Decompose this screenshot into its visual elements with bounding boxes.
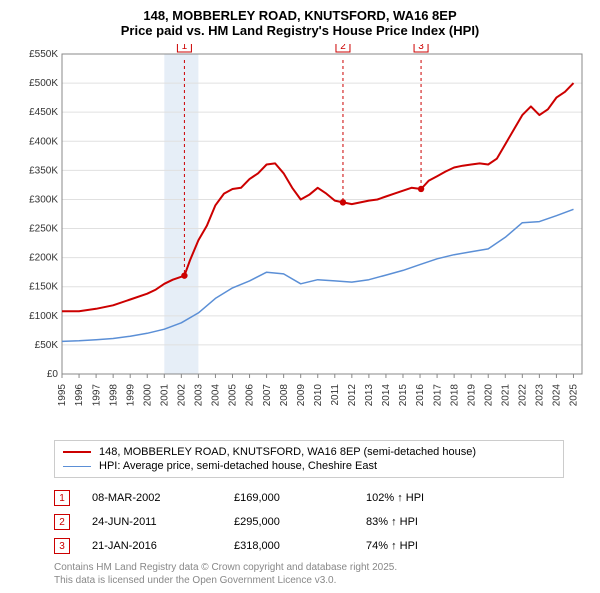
title-subtitle: Price paid vs. HM Land Registry's House … <box>14 23 586 38</box>
svg-text:2008: 2008 <box>279 384 290 407</box>
svg-text:1999: 1999 <box>125 384 136 407</box>
event-price: £318,000 <box>234 540 344 552</box>
svg-text:2022: 2022 <box>518 384 529 407</box>
svg-text:1: 1 <box>182 44 188 52</box>
chart-svg: £0 £50K £100K £150K £200K £250K £300K £350K £400… <box>14 44 586 434</box>
event-price: £295,000 <box>234 516 344 528</box>
svg-text:1998: 1998 <box>108 384 119 407</box>
svg-text:2011: 2011 <box>330 384 341 406</box>
event-badge: 2 <box>54 514 70 530</box>
svg-text:2004: 2004 <box>211 384 222 407</box>
svg-text:2013: 2013 <box>364 384 375 407</box>
event-hpi: 83% ↑ HPI <box>366 516 418 528</box>
svg-text:1997: 1997 <box>91 384 102 407</box>
svg-text:2003: 2003 <box>194 384 205 407</box>
page: 148, MOBBERLEY ROAD, KNUTSFORD, WA16 8EP… <box>0 0 600 593</box>
event-badge: 1 <box>54 490 70 506</box>
event-row: 1 08-MAR-2002 £169,000 102% ↑ HPI <box>54 486 586 510</box>
svg-text:2002: 2002 <box>177 384 188 407</box>
title-address: 148, MOBBERLEY ROAD, KNUTSFORD, WA16 8EP <box>14 8 586 23</box>
footer-note: Contains HM Land Registry data © Crown c… <box>54 562 586 587</box>
legend-row: 148, MOBBERLEY ROAD, KNUTSFORD, WA16 8EP… <box>63 445 555 459</box>
legend-swatch <box>63 451 91 453</box>
svg-text:2021: 2021 <box>500 384 511 407</box>
svg-text:£300K: £300K <box>29 194 58 205</box>
svg-text:2018: 2018 <box>449 384 460 407</box>
svg-text:2000: 2000 <box>142 384 153 407</box>
svg-text:2001: 2001 <box>159 384 170 407</box>
legend-swatch <box>63 466 91 467</box>
event-date: 08-MAR-2002 <box>92 492 212 504</box>
svg-text:1996: 1996 <box>74 384 85 407</box>
events-table: 1 08-MAR-2002 £169,000 102% ↑ HPI 2 24-J… <box>54 486 586 558</box>
svg-text:2006: 2006 <box>245 384 256 407</box>
svg-text:2010: 2010 <box>313 384 324 407</box>
svg-text:2015: 2015 <box>398 384 409 407</box>
svg-text:£250K: £250K <box>29 224 58 235</box>
title-block: 148, MOBBERLEY ROAD, KNUTSFORD, WA16 8EP… <box>14 8 586 38</box>
event-badge: 3 <box>54 538 70 554</box>
svg-text:£350K: £350K <box>29 165 58 176</box>
svg-text:£500K: £500K <box>29 78 58 89</box>
legend-row: HPI: Average price, semi-detached house,… <box>63 459 555 473</box>
svg-text:2007: 2007 <box>262 384 273 407</box>
svg-text:£150K: £150K <box>29 282 58 293</box>
svg-text:£550K: £550K <box>29 49 58 60</box>
svg-text:£0: £0 <box>47 369 59 380</box>
svg-text:£50K: £50K <box>35 340 59 351</box>
event-hpi: 102% ↑ HPI <box>366 492 424 504</box>
svg-text:1995: 1995 <box>57 384 68 407</box>
svg-text:2025: 2025 <box>569 384 580 407</box>
footer-line: This data is licensed under the Open Gov… <box>54 575 586 588</box>
svg-text:2016: 2016 <box>415 384 426 407</box>
svg-text:3: 3 <box>418 44 424 52</box>
legend-label: 148, MOBBERLEY ROAD, KNUTSFORD, WA16 8EP… <box>99 446 476 458</box>
chart: £0 £50K £100K £150K £200K £250K £300K £350K £400… <box>14 44 586 434</box>
footer-line: Contains HM Land Registry data © Crown c… <box>54 562 586 575</box>
svg-text:2017: 2017 <box>432 384 443 407</box>
svg-text:£400K: £400K <box>29 136 58 147</box>
svg-text:2020: 2020 <box>483 384 494 407</box>
svg-text:2014: 2014 <box>381 384 392 407</box>
svg-text:£100K: £100K <box>29 311 58 322</box>
svg-text:£450K: £450K <box>29 107 58 118</box>
svg-text:2009: 2009 <box>296 384 307 407</box>
event-date: 24-JUN-2011 <box>92 516 212 528</box>
legend-label: HPI: Average price, semi-detached house,… <box>99 460 377 472</box>
event-row: 3 21-JAN-2016 £318,000 74% ↑ HPI <box>54 534 586 558</box>
legend: 148, MOBBERLEY ROAD, KNUTSFORD, WA16 8EP… <box>54 440 564 478</box>
svg-text:2005: 2005 <box>228 384 239 407</box>
event-price: £169,000 <box>234 492 344 504</box>
svg-text:2: 2 <box>340 44 346 52</box>
event-row: 2 24-JUN-2011 £295,000 83% ↑ HPI <box>54 510 586 534</box>
svg-text:2024: 2024 <box>552 384 563 407</box>
svg-text:£200K: £200K <box>29 253 58 264</box>
event-date: 21-JAN-2016 <box>92 540 212 552</box>
svg-text:2019: 2019 <box>466 384 477 407</box>
svg-text:2023: 2023 <box>535 384 546 407</box>
event-hpi: 74% ↑ HPI <box>366 540 418 552</box>
svg-text:2012: 2012 <box>347 384 358 407</box>
